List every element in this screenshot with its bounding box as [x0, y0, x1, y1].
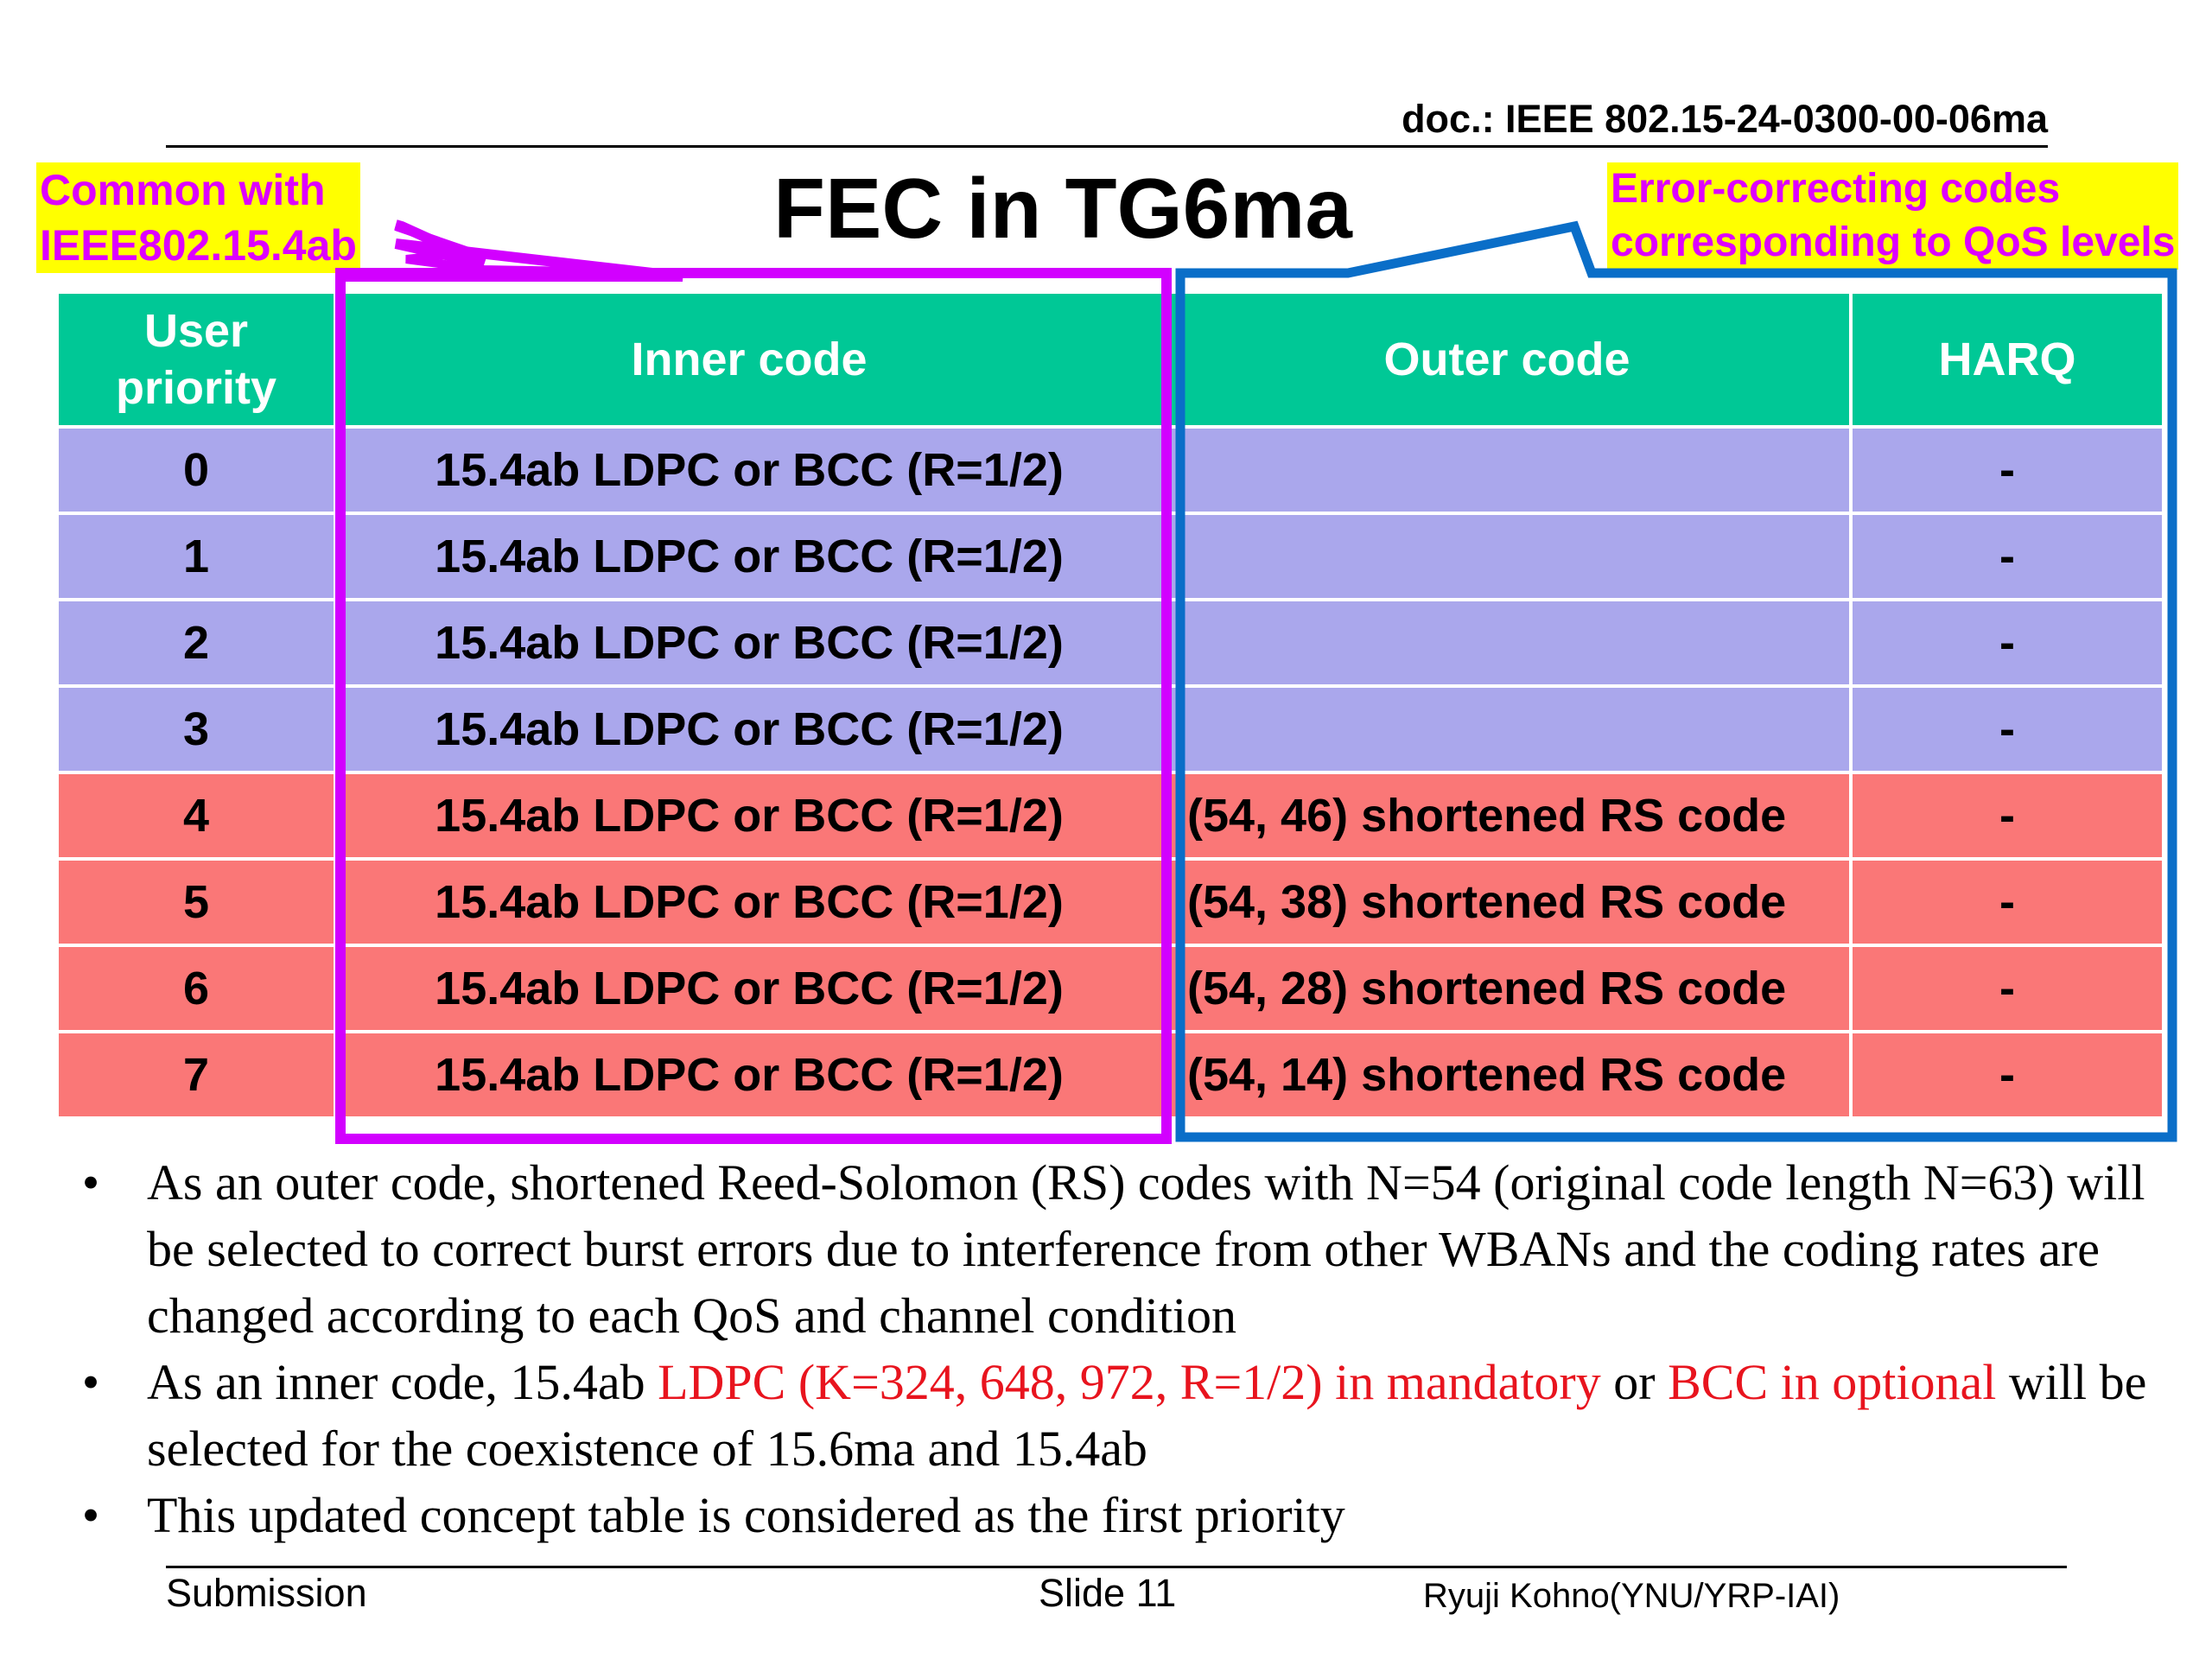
table-row: 0 15.4ab LDPC or BCC (R=1/2) -	[55, 425, 2165, 515]
document-id: doc.: IEEE 802.15-24-0300-00-06ma	[1402, 97, 2048, 141]
outer-code-cell: (54, 28) shortened RS code	[1161, 944, 1853, 1033]
bullet-text: As an outer code, shortened Reed-Solomon…	[147, 1154, 2145, 1344]
harq-cell: -	[1849, 598, 2165, 688]
outer-code-cell: (54, 14) shortened RS code	[1161, 1030, 1853, 1120]
outer-code-cell	[1161, 598, 1853, 688]
callout-line-2: IEEE802.15.4ab	[40, 221, 357, 270]
priority-cell: 0	[55, 425, 337, 515]
footer-slide-number: Slide 11	[1039, 1571, 1177, 1615]
harq-cell: -	[1849, 512, 2165, 601]
bullet-marker: •	[81, 1487, 100, 1543]
inner-code-cell: 15.4ab LDPC or BCC (R=1/2)	[334, 857, 1165, 947]
footer-rule	[166, 1566, 2067, 1568]
inner-code-cell: 15.4ab LDPC or BCC (R=1/2)	[334, 512, 1165, 601]
bullet-text: As an inner code, 15.4ab	[147, 1354, 658, 1410]
bullet-list: • As an outer code, shortened Reed-Solom…	[69, 1149, 2160, 1548]
footer-author: Ryuji Kohno(YNU/YRP-IAI)	[1423, 1577, 1840, 1615]
table-row: 5 15.4ab LDPC or BCC (R=1/2) (54, 38) sh…	[55, 857, 2165, 947]
ldpc-emphasis: LDPC (K=324, 648, 972, R=1/2) in mandato…	[658, 1354, 1601, 1410]
outer-code-cell: (54, 38) shortened RS code	[1161, 857, 1853, 947]
bullet-item: • This updated concept table is consider…	[69, 1482, 2160, 1548]
table-row: 3 15.4ab LDPC or BCC (R=1/2) -	[55, 684, 2165, 774]
common-with-callout: Common with IEEE802.15.4ab	[36, 162, 360, 273]
header-priority-line-2: priority	[115, 362, 277, 414]
table-row: 4 15.4ab LDPC or BCC (R=1/2) (54, 46) sh…	[55, 771, 2165, 861]
priority-cell: 4	[55, 771, 337, 861]
header-harq: HARQ	[1849, 290, 2165, 429]
callout-line-1: Common with	[40, 166, 326, 214]
outer-code-cell	[1161, 684, 1853, 774]
bullet-item: • As an outer code, shortened Reed-Solom…	[69, 1149, 2160, 1349]
priority-cell: 5	[55, 857, 337, 947]
qos-codes-callout: Error-correcting codes corresponding to …	[1607, 162, 2179, 270]
priority-cell: 1	[55, 512, 337, 601]
outer-code-cell	[1161, 512, 1853, 601]
header-user-priority: User priority	[55, 290, 337, 429]
header-inner-code: Inner code	[334, 290, 1165, 429]
table-row: 2 15.4ab LDPC or BCC (R=1/2) -	[55, 598, 2165, 688]
header-rule	[166, 145, 2048, 148]
inner-code-cell: 15.4ab LDPC or BCC (R=1/2)	[334, 771, 1165, 861]
inner-code-cell: 15.4ab LDPC or BCC (R=1/2)	[334, 598, 1165, 688]
bullet-text: This updated concept table is considered…	[147, 1487, 1345, 1543]
harq-cell: -	[1849, 425, 2165, 515]
harq-cell: -	[1849, 944, 2165, 1033]
priority-cell: 2	[55, 598, 337, 688]
bullet-marker: •	[81, 1354, 100, 1410]
callout-line-2: corresponding to QoS levels	[1611, 219, 2176, 265]
table-row: 6 15.4ab LDPC or BCC (R=1/2) (54, 28) sh…	[55, 944, 2165, 1033]
table-row: 1 15.4ab LDPC or BCC (R=1/2) -	[55, 512, 2165, 601]
outer-code-cell: (54, 46) shortened RS code	[1161, 771, 1853, 861]
table-row: 7 15.4ab LDPC or BCC (R=1/2) (54, 14) sh…	[55, 1030, 2165, 1120]
harq-cell: -	[1849, 684, 2165, 774]
fec-table: User priority Inner code Outer code HARQ…	[55, 290, 2165, 1120]
bullet-text: will be selected for the coexistence of …	[147, 1354, 2147, 1477]
bullet-item: • As an inner code, 15.4ab LDPC (K=324, …	[69, 1349, 2160, 1482]
inner-code-cell: 15.4ab LDPC or BCC (R=1/2)	[334, 425, 1165, 515]
inner-code-cell: 15.4ab LDPC or BCC (R=1/2)	[334, 1030, 1165, 1120]
table-header-row: User priority Inner code Outer code HARQ	[55, 290, 2165, 429]
harq-cell: -	[1849, 1030, 2165, 1120]
bullet-text: or	[1600, 1354, 1669, 1410]
priority-cell: 7	[55, 1030, 337, 1120]
footer-submission: Submission	[166, 1571, 367, 1615]
harq-cell: -	[1849, 771, 2165, 861]
priority-cell: 3	[55, 684, 337, 774]
outer-code-cell	[1161, 425, 1853, 515]
bcc-emphasis: BCC in optional	[1668, 1354, 1997, 1410]
inner-code-cell: 15.4ab LDPC or BCC (R=1/2)	[334, 684, 1165, 774]
harq-cell: -	[1849, 857, 2165, 947]
inner-code-cell: 15.4ab LDPC or BCC (R=1/2)	[334, 944, 1165, 1033]
header-outer-code: Outer code	[1161, 290, 1853, 429]
priority-cell: 6	[55, 944, 337, 1033]
bullet-marker: •	[81, 1154, 100, 1211]
header-priority-line-1: User	[143, 305, 249, 357]
callout-line-1: Error-correcting codes	[1611, 166, 2061, 212]
